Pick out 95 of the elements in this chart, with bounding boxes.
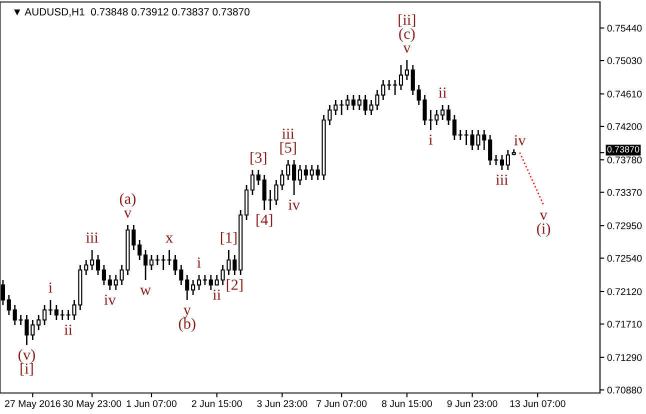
candlestick (138, 239, 142, 261)
y-tick-label: 0.73370 (607, 189, 642, 196)
text: iv (288, 200, 300, 210)
candlestick (398, 64, 404, 91)
data-label: v (i) (537, 212, 550, 237)
candlestick (500, 154, 504, 171)
x-tick-label: 30 May 23:00 (62, 400, 122, 410)
candlestick (310, 164, 314, 181)
candlestick (262, 174, 266, 211)
candlestick (357, 94, 362, 111)
text: [4] (256, 214, 272, 227)
y-tick-label: 0.72540 (607, 254, 642, 262)
candlestick (96, 254, 100, 276)
candlestick (60, 309, 64, 321)
candlestick (458, 129, 462, 141)
candlestick (340, 99, 344, 116)
candlestick (84, 259, 88, 276)
x-tick-label: 8 Jun 15:00 (382, 400, 432, 408)
x-tick-label: 3 Jun 23:00 (257, 400, 308, 408)
candlestick (108, 274, 112, 291)
y-tick-label: 0.71710 (607, 320, 642, 328)
y-tick-label: 0.72950 (607, 222, 642, 230)
candlestick (90, 249, 94, 271)
text: (a) v (120, 193, 136, 218)
candlestick (256, 169, 260, 186)
y-tick-label: 0.75440 (607, 24, 642, 32)
candlestick (351, 94, 356, 111)
x-tick-label: 1 Jun 07:00 (126, 400, 177, 408)
text: i (428, 134, 433, 145)
y-tick-label: 0.73780 (607, 156, 642, 164)
candlestick (48, 299, 53, 316)
x-tick-label: 13 Jun 07:00 (510, 400, 566, 408)
candlestick (298, 164, 302, 186)
text: [ii] (c) v (398, 14, 416, 53)
candlestick (434, 109, 439, 126)
x-tick-label: 27 May 2016 (5, 400, 60, 410)
x-tick-label: 7 Jun 07:00 (316, 400, 367, 408)
candlestick (387, 79, 392, 91)
text: i (197, 257, 201, 268)
candlestick (208, 274, 213, 291)
candlestick (494, 154, 498, 166)
text: iii (86, 232, 98, 243)
candlestick (6, 294, 11, 316)
text: ii (438, 87, 447, 98)
text: i (48, 282, 52, 293)
x-tick-label: 9 Jun 23:00 (447, 400, 498, 408)
candlestick (191, 279, 196, 296)
y-tick-label: 0.70880 (607, 386, 642, 394)
candlestick (161, 254, 166, 271)
candlestick (345, 94, 350, 111)
text: x (166, 236, 173, 243)
candlestick (196, 274, 202, 291)
candlestick (334, 99, 338, 116)
candlestick (292, 159, 296, 196)
y-tick-label: 0.71290 (607, 354, 642, 361)
candlestick (144, 249, 148, 281)
candlestick (488, 134, 492, 166)
text: [3] (250, 152, 266, 165)
y-tick-label: 0.72120 (607, 288, 642, 296)
text: w (140, 288, 151, 295)
text: ii (64, 324, 72, 335)
text: (v) [i] (18, 349, 35, 376)
y-tick-label: 0.74610 (607, 90, 642, 98)
y-tick-label: 0.75030 (607, 57, 642, 64)
candlestick (102, 264, 106, 286)
candlestick (410, 64, 415, 96)
candlestick (304, 164, 308, 181)
candlestick (155, 254, 160, 266)
text: ii (212, 290, 221, 300)
y-tick-label: 0.73870 (607, 146, 640, 153)
text: y (b) (178, 308, 196, 332)
y-tick-label: 0.74200 (607, 123, 642, 130)
candlestick (36, 314, 41, 331)
text: iv (104, 294, 116, 305)
candlestick (12, 304, 17, 326)
text: ▼ AUDUSD,H1 0.73848 0.73912 0.73837 0.73870 (14, 8, 250, 17)
text: [1] (220, 232, 236, 245)
candlestick (440, 104, 445, 121)
candlestick (393, 79, 398, 96)
text: iii [5] (280, 128, 296, 155)
data-label: iv (514, 135, 526, 146)
text: [2] (226, 279, 242, 292)
text: iii (496, 174, 508, 185)
candlestick (250, 169, 255, 196)
x-tick-label: 2 Jun 15:00 (192, 400, 242, 408)
candlestick (185, 274, 190, 301)
candlestick (452, 114, 456, 141)
candlestick (149, 254, 154, 271)
candlestick (42, 304, 47, 326)
candlestick (506, 149, 510, 171)
candlestick (202, 274, 207, 286)
candlestick (54, 304, 58, 321)
candlestick (446, 104, 451, 126)
candlestick (286, 159, 290, 181)
candlestick (404, 59, 409, 81)
